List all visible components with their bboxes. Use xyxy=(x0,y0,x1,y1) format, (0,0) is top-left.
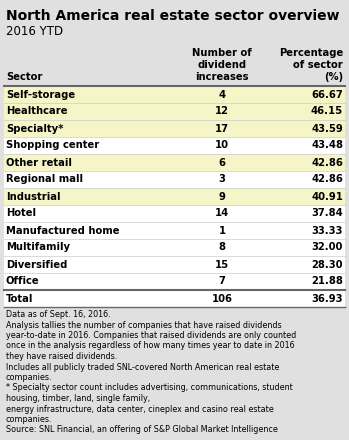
Bar xyxy=(4,103,345,120)
Text: 6: 6 xyxy=(218,158,225,168)
Text: 37.84: 37.84 xyxy=(311,209,343,219)
Bar xyxy=(4,205,345,222)
Text: Diversified: Diversified xyxy=(6,260,67,269)
Text: 46.15: 46.15 xyxy=(311,106,343,117)
Text: 4: 4 xyxy=(218,89,225,99)
Bar xyxy=(4,239,345,256)
Text: 8: 8 xyxy=(218,242,225,253)
Text: energy infrastructure, data center, cineplex and casino real estate: energy infrastructure, data center, cine… xyxy=(6,404,274,414)
Bar xyxy=(4,120,345,137)
Text: Source: SNL Financial, an offering of S&P Global Market Intelligence: Source: SNL Financial, an offering of S&… xyxy=(6,425,278,434)
Text: 66.67: 66.67 xyxy=(311,89,343,99)
Text: 36.93: 36.93 xyxy=(312,293,343,304)
Text: Percentage
of sector
(%): Percentage of sector (%) xyxy=(279,48,343,81)
Text: Total: Total xyxy=(6,293,34,304)
Text: 32.00: 32.00 xyxy=(312,242,343,253)
Bar xyxy=(4,154,345,171)
Text: 40.91: 40.91 xyxy=(311,191,343,202)
Text: 43.48: 43.48 xyxy=(311,140,343,150)
Bar xyxy=(4,44,345,86)
Bar xyxy=(4,256,345,273)
Text: Self-storage: Self-storage xyxy=(6,89,75,99)
Bar xyxy=(4,137,345,154)
Text: 106: 106 xyxy=(211,293,232,304)
Text: 42.86: 42.86 xyxy=(311,158,343,168)
Text: companies.: companies. xyxy=(6,415,52,424)
Text: Healthcare: Healthcare xyxy=(6,106,67,117)
Bar xyxy=(4,290,345,307)
Text: 9: 9 xyxy=(218,191,225,202)
Text: 17: 17 xyxy=(215,124,229,133)
Text: 7: 7 xyxy=(218,276,225,286)
Text: year-to-date in 2016. Companies that raised dividends are only counted: year-to-date in 2016. Companies that rai… xyxy=(6,331,296,340)
Text: Specialty*: Specialty* xyxy=(6,124,64,133)
Text: North America real estate sector overview: North America real estate sector overvie… xyxy=(6,9,340,23)
Text: 15: 15 xyxy=(215,260,229,269)
Text: 10: 10 xyxy=(215,140,229,150)
Bar xyxy=(4,171,345,188)
Text: they have raised dividends.: they have raised dividends. xyxy=(6,352,117,361)
Text: Data as of Sept. 16, 2016.: Data as of Sept. 16, 2016. xyxy=(6,310,111,319)
Text: Hotel: Hotel xyxy=(6,209,36,219)
Text: Regional mall: Regional mall xyxy=(6,175,83,184)
Text: 42.86: 42.86 xyxy=(311,175,343,184)
Text: 2016 YTD: 2016 YTD xyxy=(6,25,63,38)
Text: housing, timber, land, single family,: housing, timber, land, single family, xyxy=(6,394,150,403)
Text: Other retail: Other retail xyxy=(6,158,72,168)
Text: Shopping center: Shopping center xyxy=(6,140,99,150)
Text: * Specialty sector count includes advertising, communications, student: * Specialty sector count includes advert… xyxy=(6,384,293,392)
Text: Office: Office xyxy=(6,276,40,286)
Text: 14: 14 xyxy=(215,209,229,219)
Text: Manufactured home: Manufactured home xyxy=(6,225,119,235)
Text: Multifamily: Multifamily xyxy=(6,242,70,253)
Text: 28.30: 28.30 xyxy=(312,260,343,269)
Text: 12: 12 xyxy=(215,106,229,117)
Text: 3: 3 xyxy=(218,175,225,184)
Bar xyxy=(4,222,345,239)
Text: Analysis tallies the number of companies that have raised dividends: Analysis tallies the number of companies… xyxy=(6,320,282,330)
Text: Number of
dividend
increases: Number of dividend increases xyxy=(192,48,252,81)
Text: Includes all publicly traded SNL-covered North American real estate: Includes all publicly traded SNL-covered… xyxy=(6,363,280,371)
Text: 21.88: 21.88 xyxy=(311,276,343,286)
Text: companies.: companies. xyxy=(6,373,52,382)
Bar xyxy=(4,273,345,290)
Text: 1: 1 xyxy=(218,225,225,235)
Bar xyxy=(4,86,345,103)
Text: Sector: Sector xyxy=(6,72,42,82)
Text: 43.59: 43.59 xyxy=(311,124,343,133)
Text: 33.33: 33.33 xyxy=(312,225,343,235)
Bar xyxy=(4,188,345,205)
Text: Industrial: Industrial xyxy=(6,191,60,202)
Text: once in the analysis regardless of how many times year to date in 2016: once in the analysis regardless of how m… xyxy=(6,341,295,351)
